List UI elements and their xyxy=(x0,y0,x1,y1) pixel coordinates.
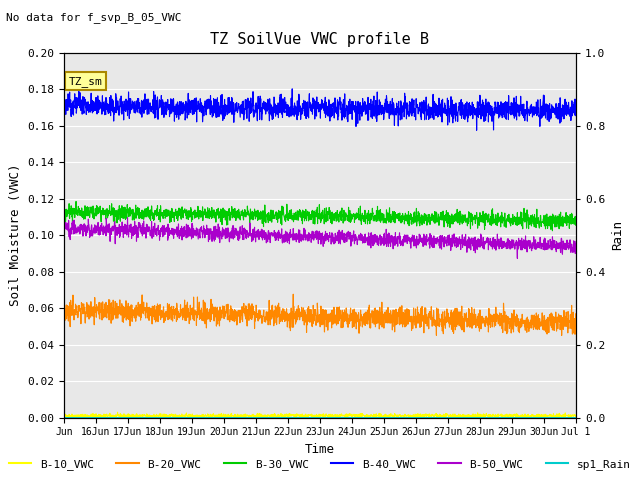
Text: TZ_sm: TZ_sm xyxy=(69,76,102,87)
Title: TZ SoilVue VWC profile B: TZ SoilVue VWC profile B xyxy=(211,33,429,48)
Text: No data for f_svp_B_05_VWC: No data for f_svp_B_05_VWC xyxy=(6,12,182,23)
X-axis label: Time: Time xyxy=(305,443,335,456)
Y-axis label: Rain: Rain xyxy=(611,220,624,250)
Legend: B-10_VWC, B-20_VWC, B-30_VWC, B-40_VWC, B-50_VWC, sp1_Rain: B-10_VWC, B-20_VWC, B-30_VWC, B-40_VWC, … xyxy=(4,454,636,474)
Y-axis label: Soil Moisture (VWC): Soil Moisture (VWC) xyxy=(9,164,22,306)
